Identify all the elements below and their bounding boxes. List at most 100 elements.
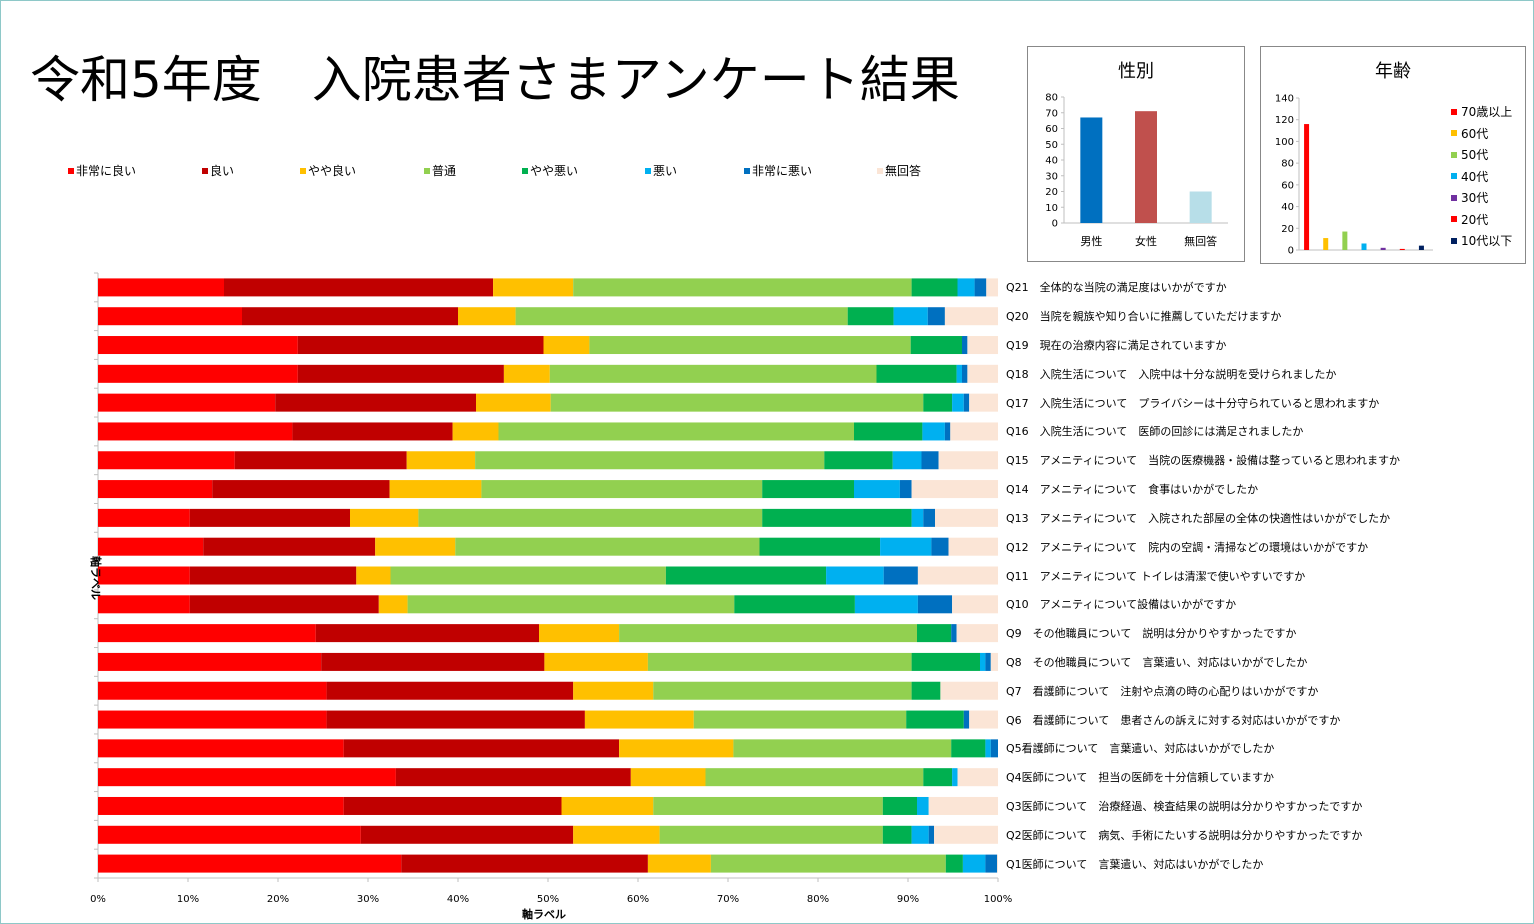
age-legend-swatch bbox=[1451, 194, 1457, 201]
question-label: Q17 入院生活について プライバシーは十分守られていると思われますか bbox=[1006, 396, 1380, 410]
age-legend-item: 20代 bbox=[1451, 211, 1488, 228]
question-label: Q1医師について 言葉遣い、対応はいかがでしたか bbox=[1006, 857, 1264, 871]
legend-item: やや悪い bbox=[522, 162, 578, 179]
legend-swatch bbox=[68, 167, 74, 174]
legend-swatch bbox=[424, 167, 430, 174]
age-chart-panel: 年齢 140 120 100 80 60 40 20 0 70歳以上 60代 50代 40代 30代 2… bbox=[1260, 46, 1526, 264]
legend-item: やや良い bbox=[300, 162, 356, 179]
gender-bar bbox=[1135, 111, 1157, 223]
age-legend-item: 60代 bbox=[1451, 125, 1488, 142]
age-bar bbox=[1380, 247, 1386, 250]
age-y-tick-label: 80 bbox=[1281, 159, 1294, 170]
gender-category-label: 男性 bbox=[1080, 234, 1102, 248]
question-label: Q5看護師について 言葉遣い、対応はいかがでしたか bbox=[1006, 742, 1275, 756]
question-label: Q13 アメニティについて 入院された部屋の全体の快適性はいかがでしたか bbox=[1006, 511, 1391, 525]
legend-item: 良い bbox=[202, 162, 234, 179]
age-bar bbox=[1418, 245, 1424, 250]
age-legend-swatch bbox=[1451, 108, 1457, 115]
age-y-tick-label: 140 bbox=[1275, 94, 1294, 105]
gender-category-label: 無回答 bbox=[1184, 234, 1217, 248]
legend-swatch bbox=[744, 167, 750, 174]
age-legend-item: 70歳以上 bbox=[1451, 103, 1512, 120]
legend-label: 無回答 bbox=[885, 164, 922, 178]
age-y-tick-label: 0 bbox=[1288, 246, 1294, 257]
gender-category-label: 女性 bbox=[1135, 234, 1157, 248]
question-label: Q9 その他職員について 説明は分かりやすかったですか bbox=[1006, 627, 1297, 641]
age-legend-label: 40代 bbox=[1461, 169, 1489, 184]
gender-y-tick-label: 60 bbox=[1045, 124, 1058, 135]
question-label: Q12 アメニティについて 院内の空調・清掃などの環境はいかがですか bbox=[1006, 540, 1369, 554]
legend-label: やや悪い bbox=[530, 164, 579, 178]
gender-chart-panel: 性別 80 70 60 50 40 30 20 10 0 男性 女性 無回答 bbox=[1027, 46, 1245, 262]
age-legend-label: 10代以下 bbox=[1461, 234, 1513, 248]
question-label: Q19 現在の治療内容に満足されていますか bbox=[1006, 339, 1227, 353]
age-y-tick-label: 60 bbox=[1281, 180, 1294, 191]
age-y-tick-label: 120 bbox=[1275, 115, 1294, 126]
question-label: Q21 全体的な当院の満足度はいかがですか bbox=[1006, 281, 1227, 295]
question-label: Q11 アメニティについて トイレは清潔で使いやすいですか bbox=[1006, 569, 1306, 583]
question-label: Q20 当院を親族や知り合いに推薦していただけますか bbox=[1006, 310, 1282, 324]
legend-swatch bbox=[645, 167, 651, 174]
gender-y-tick-label: 10 bbox=[1045, 203, 1058, 214]
gender-bar bbox=[1080, 117, 1103, 223]
age-legend-item: 40代 bbox=[1451, 168, 1488, 185]
age-legend-label: 70歳以上 bbox=[1461, 105, 1513, 119]
age-legend-swatch bbox=[1451, 130, 1457, 136]
age-legend-item: 50代 bbox=[1451, 146, 1488, 163]
question-label: Q3医師について 治療経過、検査結果の説明は分かりやすかったですか bbox=[1006, 799, 1363, 813]
age-legend-label: 30代 bbox=[1461, 191, 1489, 205]
gender-y-tick-label: 50 bbox=[1045, 140, 1058, 151]
legend-label: 悪い bbox=[653, 164, 678, 178]
question-label: Q8 その他職員について 言葉遣い、対応はいかがでしたか bbox=[1006, 655, 1308, 669]
legend-item: 普通 bbox=[424, 162, 456, 179]
legend-item: 悪い bbox=[645, 162, 677, 179]
gender-y-tick-label: 30 bbox=[1045, 171, 1058, 182]
age-legend-swatch bbox=[1451, 173, 1457, 179]
age-legend-label: 20代 bbox=[1461, 212, 1489, 227]
legend-item: 非常に悪い bbox=[744, 162, 812, 179]
gender-y-tick-label: 80 bbox=[1045, 93, 1058, 104]
legend-swatch bbox=[877, 167, 883, 174]
legend-label: 非常に良い bbox=[76, 164, 137, 178]
gender-bar bbox=[1189, 191, 1212, 223]
legend-label: やや良い bbox=[308, 164, 357, 178]
legend-label: 良い bbox=[210, 164, 235, 178]
age-legend-swatch bbox=[1451, 216, 1457, 222]
age-y-tick-label: 100 bbox=[1275, 137, 1294, 148]
age-bar bbox=[1399, 248, 1405, 250]
age-legend-swatch bbox=[1451, 237, 1457, 244]
page-title: 令和5年度 入院患者さまアンケート結果 bbox=[30, 51, 960, 109]
age-bar bbox=[1304, 124, 1310, 250]
question-label: Q2医師について 病気、手術にたいする説明は分かりやすかったですか bbox=[1006, 828, 1363, 842]
question-label: Q7 看護師について 注射や点滴の時の心配りはいかがですか bbox=[1006, 684, 1319, 698]
age-legend-label: 60代 bbox=[1461, 126, 1489, 141]
legend-swatch bbox=[522, 167, 528, 174]
age-legend-label: 50代 bbox=[1461, 148, 1489, 162]
gender-chart: 80 70 60 50 40 30 20 10 0 男性 女性 無回答 bbox=[1045, 93, 1228, 248]
question-label: Q18 入院生活について 入院中は十分な説明を受けられましたか bbox=[1006, 367, 1337, 381]
legend-swatch bbox=[202, 167, 208, 174]
age-legend-swatch bbox=[1451, 151, 1457, 158]
gender-y-tick-label: 20 bbox=[1045, 187, 1058, 198]
age-y-tick-label: 20 bbox=[1281, 224, 1294, 235]
question-label: Q10 アメニティについて設備はいかがですか bbox=[1006, 598, 1237, 612]
legend-item: 非常に良い bbox=[68, 162, 136, 179]
age-legend-item: 30代 bbox=[1451, 189, 1488, 206]
age-bar bbox=[1342, 231, 1348, 250]
legend-item: 無回答 bbox=[877, 162, 921, 179]
question-label: Q14 アメニティについて 食事はいかがでしたか bbox=[1006, 483, 1259, 497]
age-bar bbox=[1323, 238, 1329, 250]
legend-label: 普通 bbox=[432, 164, 457, 178]
age-legend-item: 10代以下 bbox=[1451, 232, 1512, 249]
chart-legend: 非常に良い 良い やや良い 普通 やや悪い 悪い 非常に悪い 無回答 bbox=[0, 162, 1000, 178]
legend-label: 非常に悪い bbox=[752, 164, 813, 178]
age-y-tick-label: 40 bbox=[1281, 202, 1294, 213]
question-label: Q6 看護師について 患者さんの訴えに対する対応はいかがですか bbox=[1006, 713, 1341, 727]
age-chart: 140 120 100 80 60 40 20 0 bbox=[1275, 94, 1433, 257]
question-label: Q4医師について 担当の医師を十分信頼していますか bbox=[1006, 771, 1274, 785]
gender-y-tick-label: 40 bbox=[1045, 156, 1058, 167]
gender-chart-title: 性別 bbox=[1118, 61, 1154, 82]
gender-y-tick-label: 70 bbox=[1045, 108, 1058, 119]
age-bar bbox=[1361, 243, 1367, 250]
gender-y-tick-label: 0 bbox=[1052, 219, 1058, 230]
